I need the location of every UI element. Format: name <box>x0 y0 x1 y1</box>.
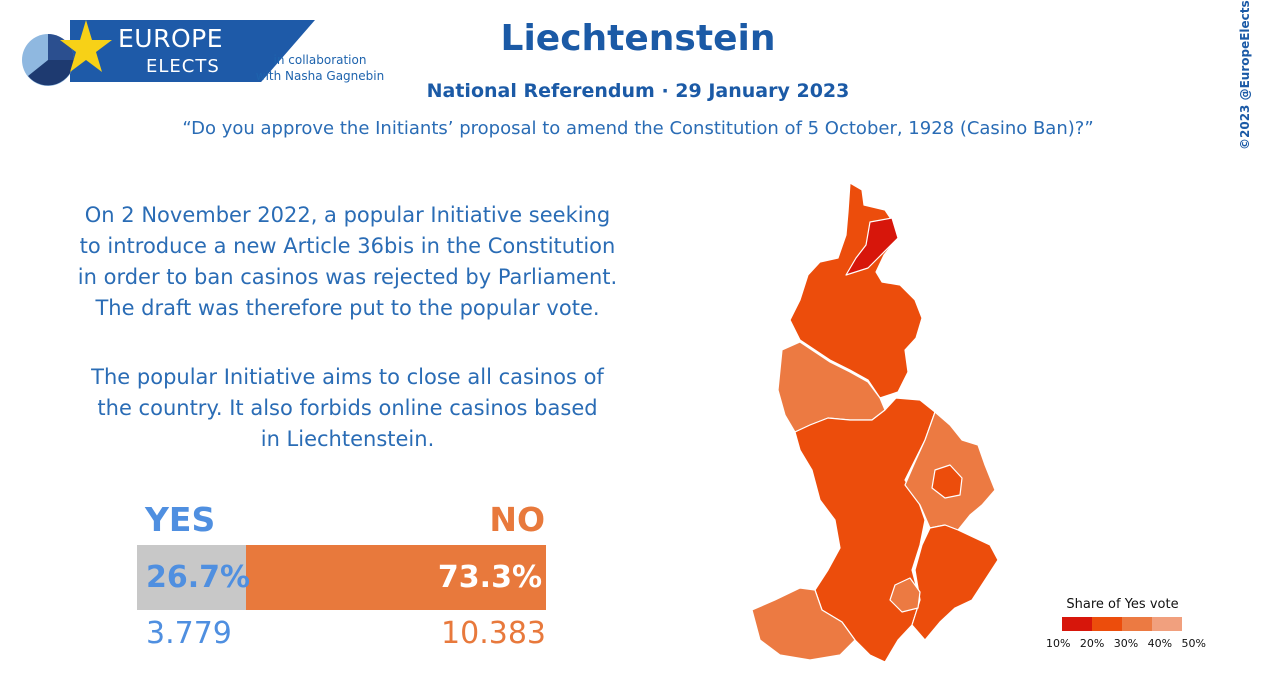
legend-swatch-30-40 <box>1122 617 1152 631</box>
logo-star-icon <box>22 20 112 86</box>
legend-swatch-40-50 <box>1152 617 1182 631</box>
no-bar-segment <box>246 545 546 610</box>
copyright-credit: ©2023 @EuropeElects <box>1238 0 1252 150</box>
map-region-southeast <box>911 524 999 641</box>
collaboration-note: in collaboration with Nasha Gagnebin <box>245 52 395 84</box>
referendum-question: “Do you approve the Initiants’ proposal … <box>182 118 1094 139</box>
description-line: On 2 November 2022, a popular Initiative… <box>84 203 611 227</box>
map-region-east-inner <box>931 464 963 499</box>
legend-title: Share of Yes vote <box>1066 597 1179 612</box>
description-line: to introduce a new Article 36bis in the … <box>79 234 616 258</box>
legend-tick: 20% <box>1079 637 1105 650</box>
legend-tick: 30% <box>1113 637 1139 650</box>
legend-swatch-20-30 <box>1092 617 1122 631</box>
yes-bar-segment <box>137 545 246 610</box>
legend-ticks: 10% 20% 30% 40% 50% <box>1046 637 1206 650</box>
description-paragraph-1: On 2 November 2022, a popular Initiative… <box>55 200 640 324</box>
europe-elects-logo: EUROPE ELECTS <box>18 18 398 90</box>
description-line: the country. It also forbids online casi… <box>97 396 598 420</box>
description-line: The popular Initiative aims to close all… <box>91 365 604 389</box>
map-region-ruggell <box>845 217 899 276</box>
logo-text-europe: EUROPE <box>118 24 224 53</box>
liechtenstein-municipality-map <box>751 182 999 663</box>
legend-swatch-10-20 <box>1062 617 1092 631</box>
no-percentage: 73.3% <box>437 560 542 595</box>
logo-text-elects: ELECTS <box>146 56 220 77</box>
description-line: in order to ban casinos was rejected by … <box>77 265 618 289</box>
page-subtitle: National Referendum · 29 January 2023 <box>426 80 850 102</box>
description-line: The draft was therefore put to the popul… <box>95 296 600 320</box>
collaboration-line-2: with Nasha Gagnebin <box>255 69 385 83</box>
no-vote-count: 10.383 <box>441 616 546 651</box>
legend-tick: 10% <box>1046 637 1071 650</box>
description-paragraph-2: The popular Initiative aims to close all… <box>55 362 640 455</box>
yes-label: YES <box>145 500 216 539</box>
legend-swatches <box>1062 617 1182 631</box>
yes-vote-count: 3.779 <box>146 616 232 651</box>
no-label: NO <box>489 500 545 539</box>
map-region-south-small <box>889 577 921 613</box>
page-title: Liechtenstein <box>500 18 776 59</box>
legend-tick: 50% <box>1181 637 1206 650</box>
result-bar <box>137 545 546 610</box>
yes-percentage: 26.7% <box>146 560 251 595</box>
legend-tick: 40% <box>1147 637 1173 650</box>
description-line: in Liechtenstein. <box>260 427 435 451</box>
collaboration-line-1: in collaboration <box>273 53 367 67</box>
map-region-southwest <box>751 587 856 661</box>
